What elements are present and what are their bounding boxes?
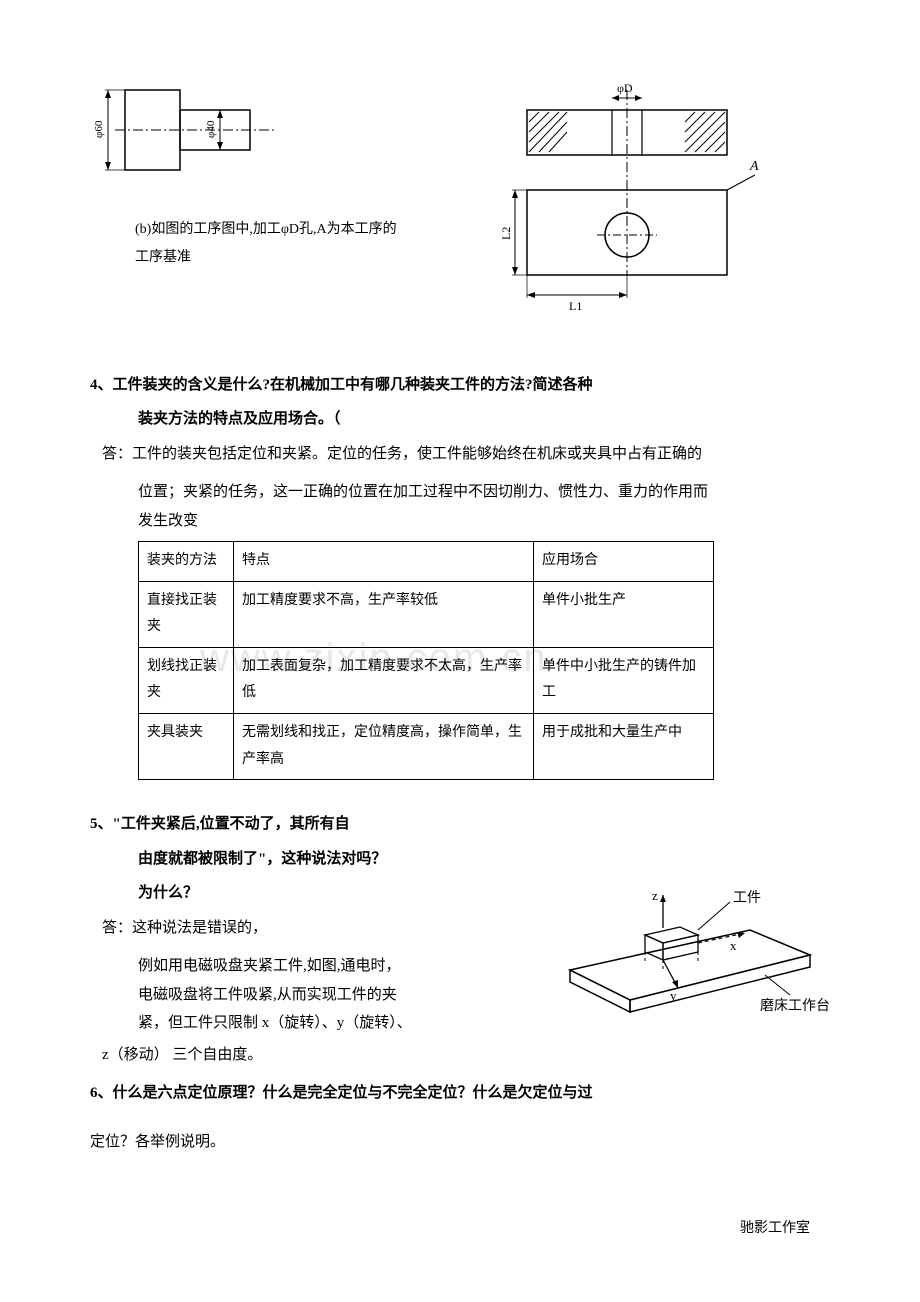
page-footer: 驰影工作室 — [90, 1216, 830, 1243]
q5-a4: 紧，但工件只限制 x（旋转）、y（旋转）、 — [90, 1009, 530, 1038]
table-cell: 直接找正装夹 — [139, 581, 234, 647]
table-cell: 单件中小批生产的铸件加工 — [534, 647, 714, 713]
table-header: 特点 — [234, 542, 534, 582]
q5-a3: 电磁吸盘将工件吸紧,从而实现工件的夹 — [90, 981, 530, 1010]
svg-text:φD: φD — [617, 81, 633, 95]
q4-heading-line1: 4、工件装夹的含义是什么?在机械加工中有哪几种装夹工件的方法?简述各种 — [90, 371, 830, 400]
table-row: 夹具装夹 无需划线和找正，定位精度高，操作简单，生产率高 用于成批和大量生产中 — [139, 713, 714, 779]
q4-a-l1: 工件的装夹包括定位和夹紧。定位的任务，使工件能够始终在机床或夹具中占有正确的 — [132, 446, 702, 462]
svg-text:磨床工作台: 磨床工作台 — [760, 998, 830, 1014]
svg-text:y: y — [670, 988, 677, 1003]
figure-b-left: φ60 φ40 (b)如图的工序图中,加工φD孔,A为本工序的 工序基准 — [90, 80, 397, 272]
q6-line2: 定位？各举例说明。 — [90, 1128, 830, 1157]
table-cell: 夹具装夹 — [139, 713, 234, 779]
table-header: 应用场合 — [534, 542, 714, 582]
grinding-table-svg: z x y 工件 磨床工作台 — [550, 860, 830, 1030]
q4-answer: 答：工件的装夹包括定位和夹紧。定位的任务，使工件能够始终在机床或夹具中占有正确的 — [90, 440, 830, 469]
table-cell: 单件小批生产 — [534, 581, 714, 647]
svg-text:φ60: φ60 — [93, 120, 105, 138]
figure-right: φD A L2 L1 — [497, 80, 767, 341]
q5-section: 5、"工件夹紧后,位置不动了，其所有自 由度就都被限制了"，这种说法对吗？ 为什… — [90, 800, 830, 1041]
table-cell: 无需划线和找正，定位精度高，操作简单，生产率高 — [234, 713, 534, 779]
table-cell: 加工精度要求不高，生产率较低 — [234, 581, 534, 647]
caption-line1: (b)如图的工序图中,加工φD孔,A为本工序的 — [135, 216, 397, 244]
hole-drawing-svg: φD A L2 L1 — [497, 80, 767, 330]
svg-text:工件: 工件 — [733, 890, 761, 906]
svg-text:x: x — [730, 938, 737, 953]
table-row: 划线找正装夹 加工表面复杂，加工精度要求不太高，生产率低 单件中小批生产的铸件加… — [139, 647, 714, 713]
q5-heading-l2: 由度就都被限制了"，这种说法对吗？ — [90, 845, 530, 874]
q5-heading-l1: 5、"工件夹紧后,位置不动了，其所有自 — [90, 810, 530, 839]
q5-a1: 这种说法是错误的， — [132, 920, 267, 936]
q5-answer: 答：这种说法是错误的， — [90, 914, 530, 943]
answer-prefix: 答： — [102, 920, 132, 936]
table-cell: 划线找正装夹 — [139, 647, 234, 713]
table-header: 装夹的方法 — [139, 542, 234, 582]
q5-figure: z x y 工件 磨床工作台 — [550, 800, 830, 1041]
q6-heading: 6、什么是六点定位原理？什么是完全定位与不完全定位？什么是欠定位与过 — [90, 1079, 830, 1108]
svg-text:L2: L2 — [499, 227, 513, 240]
q4-a-l3: 发生改变 — [90, 507, 830, 536]
q5-heading-l3: 为什么？ — [90, 879, 530, 908]
answer-prefix: 答： — [102, 446, 132, 462]
q4-heading-line2: 装夹方法的特点及应用场合。（ — [90, 405, 830, 434]
clamping-methods-table: 装夹的方法 特点 应用场合 直接找正装夹 加工精度要求不高，生产率较低 单件小批… — [138, 541, 714, 780]
q4-a-l2: 位置；夹紧的任务，这一正确的位置在加工过程中不因切削力、惯性力、重力的作用而 — [90, 478, 830, 507]
svg-text:L1: L1 — [569, 299, 582, 313]
q5-a5: z（移动） 三个自由度。 — [90, 1041, 830, 1070]
figure-b-caption: (b)如图的工序图中,加工φD孔,A为本工序的 工序基准 — [90, 216, 397, 272]
q5-a2: 例如用电磁吸盘夹紧工件,如图,通电时， — [90, 952, 530, 981]
svg-text:A: A — [749, 159, 759, 174]
table-cell: 加工表面复杂，加工精度要求不太高，生产率低 — [234, 647, 534, 713]
svg-text:φ40: φ40 — [205, 120, 217, 138]
shaft-drawing-svg: φ60 φ40 — [90, 80, 290, 190]
table-row: 装夹的方法 特点 应用场合 — [139, 542, 714, 582]
caption-line2: 工序基准 — [135, 244, 397, 272]
q5-text: 5、"工件夹紧后,位置不动了，其所有自 由度就都被限制了"，这种说法对吗？ 为什… — [90, 800, 530, 1038]
table-row: 直接找正装夹 加工精度要求不高，生产率较低 单件小批生产 — [139, 581, 714, 647]
table-cell: 用于成批和大量生产中 — [534, 713, 714, 779]
top-figures-row: φ60 φ40 (b)如图的工序图中,加工φD孔,A为本工序的 工序基准 — [90, 80, 830, 341]
svg-text:z: z — [652, 888, 658, 903]
